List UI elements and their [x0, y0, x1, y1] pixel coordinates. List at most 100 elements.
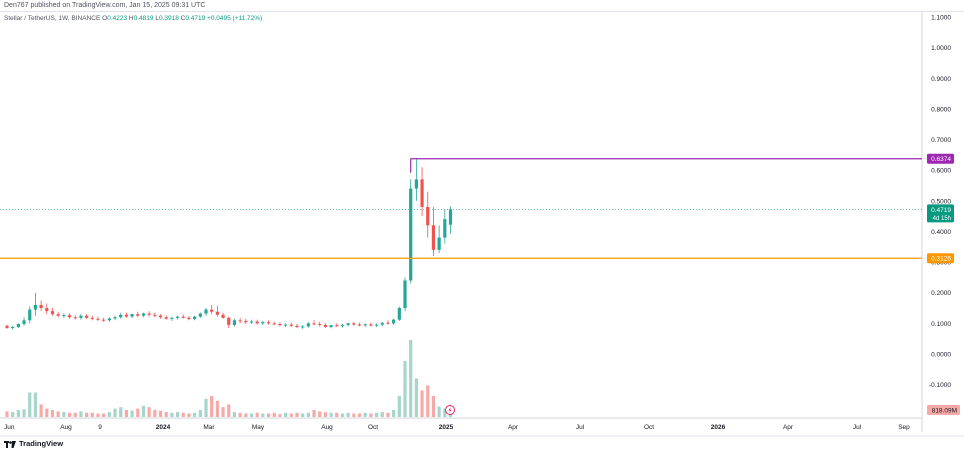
- candle-body: [124, 314, 129, 317]
- volume-bar: [50, 410, 55, 417]
- volume-bar: [193, 412, 197, 417]
- volume-bar: [73, 412, 77, 417]
- candle-body: [56, 314, 60, 316]
- candle-body: [386, 322, 390, 324]
- x-tick-label: May: [252, 424, 265, 431]
- candle-body: [73, 317, 77, 319]
- lightning-glyph: [448, 407, 452, 413]
- y-tick-label: 0.1000: [931, 321, 951, 328]
- volume-bar: [85, 412, 89, 417]
- candle-body: [204, 309, 208, 314]
- symbol-name: Stellar / TetherUS, 1W, BINANCE: [4, 15, 101, 22]
- candle-body: [96, 318, 100, 320]
- low-value: 0.3918: [158, 15, 179, 22]
- change-value: +0.0495 (+11.72%): [207, 15, 263, 22]
- candle-body: [90, 317, 94, 319]
- volume-bar: [244, 413, 248, 417]
- volume-bar: [39, 404, 43, 417]
- volume-label: 818.09M: [932, 408, 957, 415]
- candle-body: [62, 315, 66, 317]
- candle-body: [158, 315, 163, 318]
- candle-body: [39, 304, 43, 309]
- candle-body: [369, 324, 373, 326]
- volume-bar: [266, 413, 271, 417]
- candle-body: [141, 313, 146, 316]
- candle-body: [113, 317, 117, 319]
- candle-body: [193, 316, 197, 320]
- volume-bar: [255, 412, 259, 417]
- candle-body: [295, 325, 299, 328]
- tradingview-footer: TradingView: [4, 439, 63, 449]
- candle-body: [181, 316, 185, 318]
- volume-bar: [62, 412, 66, 417]
- candle-body: [403, 280, 407, 309]
- volume-bar: [329, 412, 333, 417]
- volume-bar: [340, 413, 345, 417]
- volume-bar: [232, 412, 237, 417]
- candle-body: [175, 316, 180, 318]
- volume-bar: [420, 390, 424, 417]
- candle-body: [374, 324, 379, 326]
- volume-bar: [443, 408, 447, 417]
- volume-bar: [164, 412, 168, 417]
- candle-body: [130, 314, 134, 317]
- x-tick-label: Jun: [4, 424, 15, 431]
- volume-bar: [431, 396, 436, 417]
- volume-bar: [414, 378, 418, 417]
- candle-body: [357, 324, 362, 326]
- volume-bar: [210, 396, 214, 417]
- x-tick-label: Oct: [644, 424, 654, 431]
- open-label: O: [102, 15, 108, 22]
- candle-body: [5, 325, 9, 328]
- volume-bar: [369, 413, 373, 417]
- volume-bar: [187, 413, 191, 417]
- volume-bar: [301, 413, 305, 417]
- low-label: L: [155, 15, 159, 22]
- candle-body: [85, 315, 89, 318]
- candle-body: [312, 323, 316, 325]
- volume-bar: [147, 407, 151, 417]
- volume-bar: [295, 412, 299, 417]
- volume-bar: [16, 410, 20, 417]
- volume-bar: [238, 412, 242, 417]
- support-price-label: 0.3126: [931, 256, 951, 263]
- volume-bar: [56, 411, 60, 417]
- candle-body: [227, 317, 231, 325]
- candle-body: [306, 323, 310, 327]
- support-price-tag: [927, 253, 954, 264]
- candle-body: [164, 317, 168, 319]
- candle-body: [443, 219, 447, 238]
- volume-bar: [363, 412, 367, 417]
- candle-body: [363, 324, 367, 326]
- candle-body: [136, 314, 140, 316]
- candle-body: [11, 327, 15, 329]
- y-tick-label: -0.1000: [929, 382, 951, 389]
- candle-body: [45, 308, 49, 312]
- candle-body: [107, 318, 111, 321]
- candle-body: [147, 313, 151, 315]
- volume-bar: [124, 410, 129, 417]
- x-tick-label: Jul: [576, 424, 585, 431]
- x-tick-label: Sep: [898, 424, 910, 431]
- volume-bar: [386, 412, 390, 417]
- candle-body: [33, 304, 38, 310]
- y-tick-label: 0.5000: [931, 198, 951, 205]
- candle-body: [284, 324, 288, 326]
- candle-body: [215, 311, 219, 315]
- candle-body: [244, 320, 248, 323]
- candle-body: [272, 323, 276, 325]
- volume-bar: [318, 411, 322, 417]
- volume-bar: [437, 406, 441, 417]
- volume-bar: [397, 396, 401, 417]
- candle-body: [170, 317, 174, 319]
- x-tick-label: Jul: [853, 424, 862, 431]
- candle-body: [67, 315, 72, 318]
- volume-bar: [227, 404, 231, 417]
- volume-bar: [119, 407, 123, 417]
- candle-body: [102, 319, 106, 321]
- volume-bar: [158, 410, 163, 417]
- y-tick-label: 0.4000: [931, 229, 951, 236]
- volume-bar: [284, 412, 288, 417]
- x-tick-label: 9: [98, 424, 102, 431]
